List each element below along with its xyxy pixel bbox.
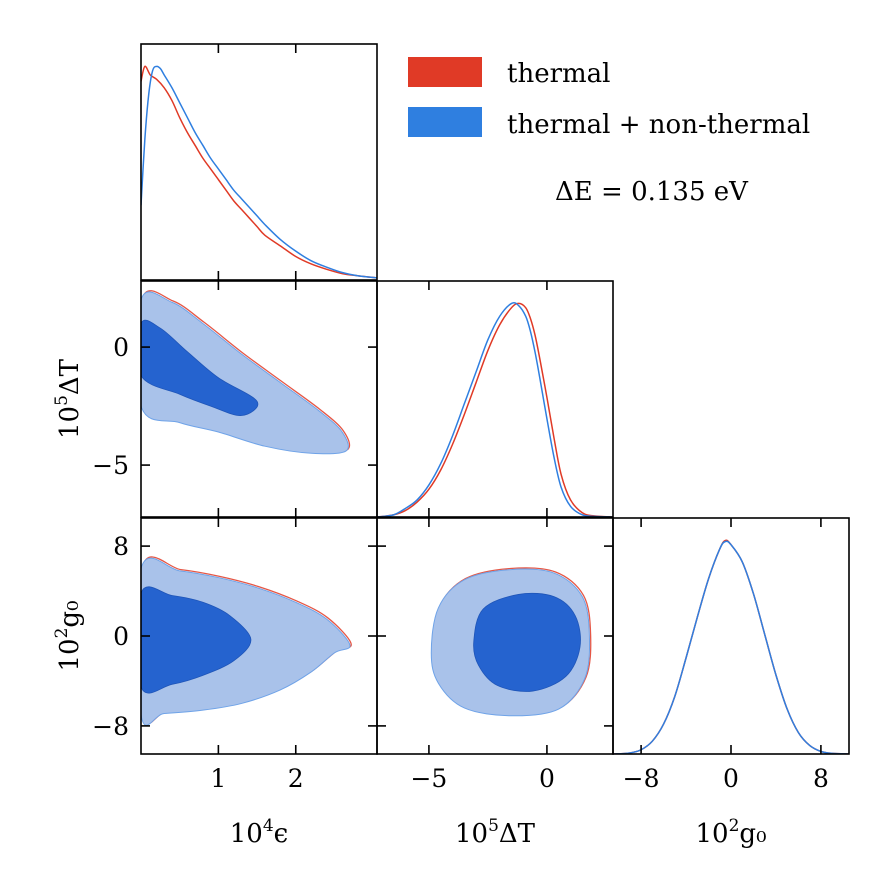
x-axis-title-g0: 102g₀ <box>696 816 767 849</box>
legend-label-thermal: thermal <box>507 59 610 89</box>
marginal-line-dT-thermal-nonthermal <box>377 301 613 517</box>
marginal-line-eps-thermal <box>141 65 377 279</box>
marginal-panel-dT <box>376 280 614 518</box>
panel-frame <box>612 517 850 755</box>
marginal-line-dT-thermal <box>377 302 613 517</box>
panels: −8 0 8 −5 0 1 2 −8 0 8 −5 0 <box>92 43 850 793</box>
marginal-panel-eps <box>140 43 378 281</box>
marginal-line-g0-thermal-nonthermal <box>613 540 849 754</box>
y-axis-title-dT: 105ΔT <box>52 358 85 439</box>
y-tick-label-g0: −8 <box>92 712 129 741</box>
contour-inner <box>141 319 259 416</box>
x-tick-label-dT: 0 <box>539 764 555 793</box>
x-tick-label-eps: 1 <box>210 764 226 793</box>
contour-inner <box>141 586 252 694</box>
legend-swatch-thermal <box>408 57 482 87</box>
delta-e-annotation: ΔE = 0.135 eV <box>555 177 749 207</box>
y-tick-label-g0: 0 <box>113 622 129 651</box>
contour-inner <box>473 592 581 692</box>
x-axis-title-dT: 105ΔT <box>455 816 536 849</box>
y-axis-titles: 105ΔT 102g₀ <box>52 358 85 671</box>
y-axis-title-g0: 102g₀ <box>52 601 85 672</box>
contour-panel-eps-dT: −5 0 <box>92 280 378 518</box>
contour-panel-eps-g0: 1 2 −8 0 8 <box>92 517 378 793</box>
x-tick-label-g0: −8 <box>623 764 660 793</box>
marginal-line-g0-thermal <box>613 539 849 754</box>
x-tick-label-eps: 2 <box>288 764 304 793</box>
x-axis-title-eps: 104ϵ <box>230 816 288 849</box>
y-tick-label-g0: 8 <box>113 532 129 561</box>
panel-frame <box>376 280 614 518</box>
contour-panel-dT-g0: −5 0 <box>376 517 614 793</box>
y-tick-label-dT: 0 <box>113 333 129 362</box>
y-tick-label-dT: −5 <box>92 451 129 480</box>
x-tick-label-g0: 0 <box>723 764 739 793</box>
marginal-line-eps-thermal-nonthermal <box>141 65 377 279</box>
panel-frame <box>140 280 378 518</box>
panel-frame <box>140 43 378 281</box>
x-tick-label-g0: 8 <box>813 764 829 793</box>
legend-label-thermal-nonthermal: thermal + non-thermal <box>507 110 810 140</box>
marginal-panel-g0: −8 0 8 <box>612 517 850 793</box>
x-axis-titles: 104ϵ 105ΔT 102g₀ <box>230 816 767 849</box>
legend-swatch-thermal-nonthermal <box>408 107 482 137</box>
x-tick-label-dT: −5 <box>410 764 447 793</box>
legend: thermal thermal + non-thermal <box>408 57 810 140</box>
contour-outer <box>141 291 349 455</box>
